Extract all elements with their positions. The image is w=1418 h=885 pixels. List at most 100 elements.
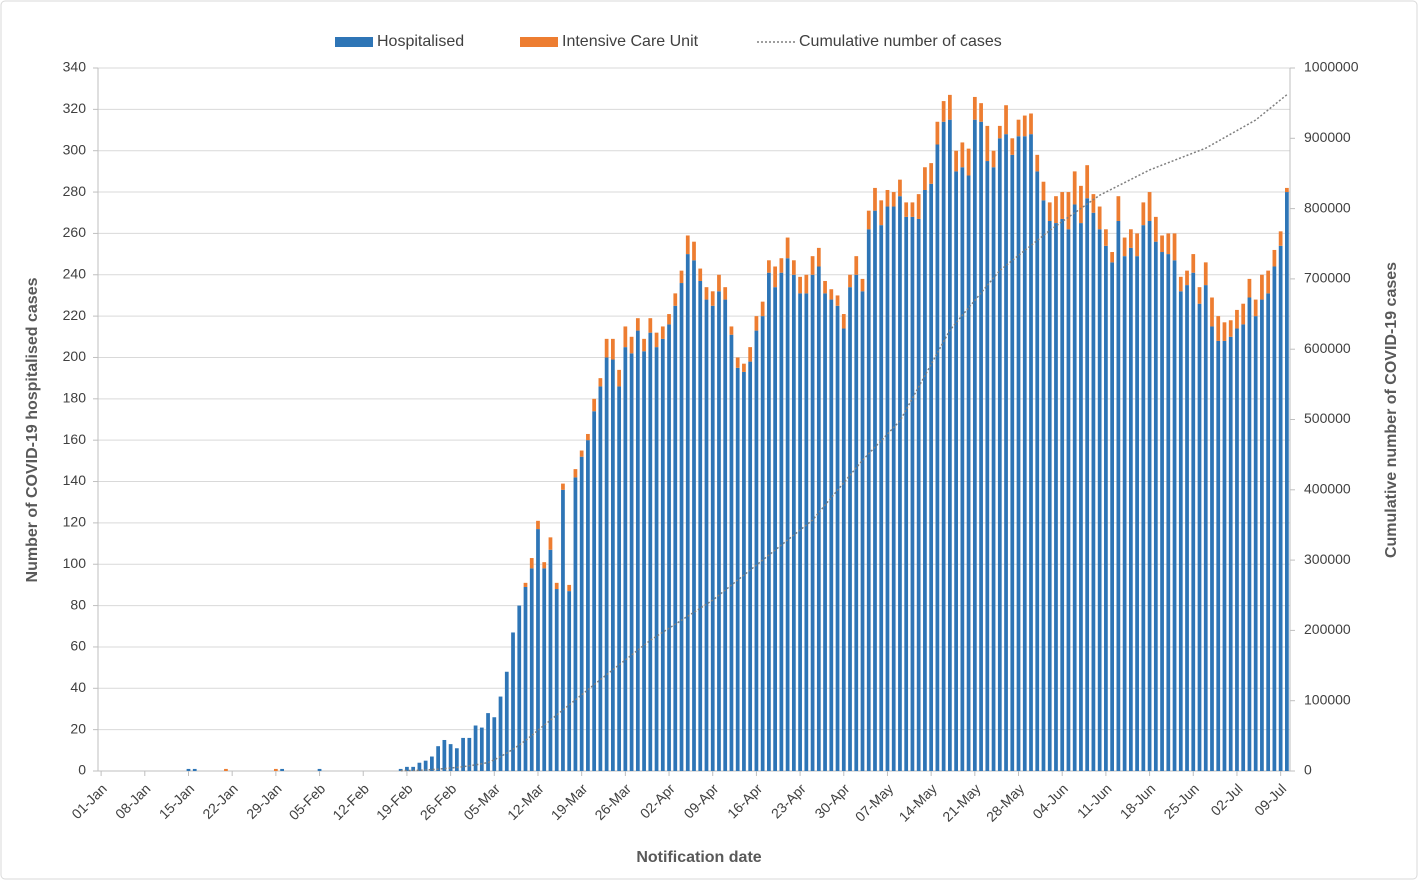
bar-segment — [1235, 309, 1239, 329]
bar-segment — [848, 287, 852, 771]
bar-segment — [273, 768, 278, 771]
bar-segment — [1047, 202, 1052, 222]
bar-segment — [186, 768, 191, 771]
bar-segment — [1197, 287, 1202, 304]
bar-segment — [742, 363, 746, 372]
bar-segment — [417, 762, 422, 771]
bar-segment — [1110, 252, 1115, 263]
bar-segment — [1122, 256, 1127, 771]
x-axis-title: Notification date — [636, 849, 761, 866]
bar-segment — [935, 121, 940, 145]
bar-segment — [848, 274, 852, 288]
bar-segment — [579, 456, 584, 771]
bar-segment — [1079, 223, 1083, 771]
bar-segment — [710, 291, 715, 306]
bar-segment — [860, 278, 865, 292]
bar-segment — [554, 589, 559, 771]
bar-segment — [1054, 223, 1058, 771]
bar-segment — [573, 477, 578, 771]
legend-label: Intensive Care Unit — [562, 33, 699, 50]
legend-swatch — [335, 37, 373, 47]
bar-segment — [804, 293, 809, 771]
bar-segment — [873, 210, 877, 771]
bar-segment — [548, 549, 553, 771]
bar-segment — [430, 756, 434, 771]
bar-segment — [1235, 328, 1239, 771]
bar-segment — [823, 280, 827, 294]
bar-segment — [498, 696, 503, 771]
bar-segment — [623, 326, 628, 348]
bar-segment — [617, 369, 621, 387]
bar-segment — [735, 357, 740, 368]
bar-segment — [972, 119, 977, 772]
bar-segment — [604, 357, 609, 771]
bar-segment — [1035, 171, 1040, 772]
bar-segment — [1097, 229, 1102, 771]
bar-segment — [916, 194, 921, 219]
bar-segment — [910, 202, 915, 217]
bar-segment — [1085, 165, 1090, 199]
bar-segment — [898, 196, 902, 772]
bar-segment — [991, 167, 996, 771]
bar-segment — [554, 582, 559, 590]
bar-segment — [1091, 212, 1096, 771]
bar-segment — [529, 568, 534, 771]
bar-segment — [791, 260, 796, 275]
bar-segment — [679, 270, 684, 284]
bar-segment — [779, 258, 784, 273]
bar-segment — [1160, 252, 1164, 772]
bar-segment — [879, 200, 884, 226]
bar-segment — [885, 189, 890, 207]
bar-segment — [1029, 113, 1033, 135]
bar-segment — [904, 216, 909, 771]
bar-segment — [1041, 181, 1046, 201]
bar-segment — [511, 632, 515, 771]
bar-segment — [910, 216, 915, 771]
bar-segment — [923, 167, 927, 190]
bar-segment — [891, 206, 896, 771]
bar-segment — [1191, 272, 1196, 771]
bar-segment — [810, 256, 815, 275]
y-tick-label: 220 — [63, 307, 87, 323]
bar-segment — [735, 367, 740, 771]
bar-segment — [629, 336, 634, 354]
bar-segment — [1072, 171, 1077, 205]
bar-segment — [898, 179, 902, 197]
bar-segment — [760, 301, 765, 317]
bar-segment — [1222, 340, 1227, 771]
bar-segment — [692, 241, 696, 261]
bar-segment — [1004, 134, 1008, 772]
bar-segment — [542, 562, 547, 569]
bar-segment — [579, 450, 584, 457]
bar-segment — [785, 258, 790, 772]
bar-segment — [798, 276, 802, 294]
bar-segment — [723, 287, 728, 300]
bar-segment — [648, 332, 653, 771]
bar-segment — [1097, 206, 1102, 230]
bar-segment — [1153, 241, 1158, 771]
bar-segment — [1160, 235, 1164, 253]
bar-segment — [442, 739, 447, 771]
bar-segment — [1210, 326, 1214, 771]
bar-segment — [1272, 266, 1277, 771]
bar-segment — [504, 671, 509, 771]
bar-segment — [810, 274, 815, 771]
bar-segment — [1016, 119, 1021, 137]
bar-segment — [1285, 187, 1289, 193]
bar-segment — [698, 280, 703, 771]
bar-segment — [1135, 233, 1139, 257]
bar-segment — [1166, 254, 1171, 771]
bar-segment — [873, 187, 877, 211]
bar-segment — [642, 338, 646, 352]
bar-segment — [1060, 192, 1065, 219]
bar-segment — [635, 318, 640, 331]
bar-segment — [760, 316, 765, 771]
bar-segment — [1172, 260, 1177, 771]
y2-axis-title: Cumulative number of COVID-19 cases — [1383, 262, 1400, 558]
bar-segment — [592, 411, 597, 771]
bar-segment — [654, 332, 659, 348]
bar-segment — [879, 225, 884, 771]
bar-segment — [561, 489, 565, 771]
bar-segment — [1247, 278, 1252, 298]
